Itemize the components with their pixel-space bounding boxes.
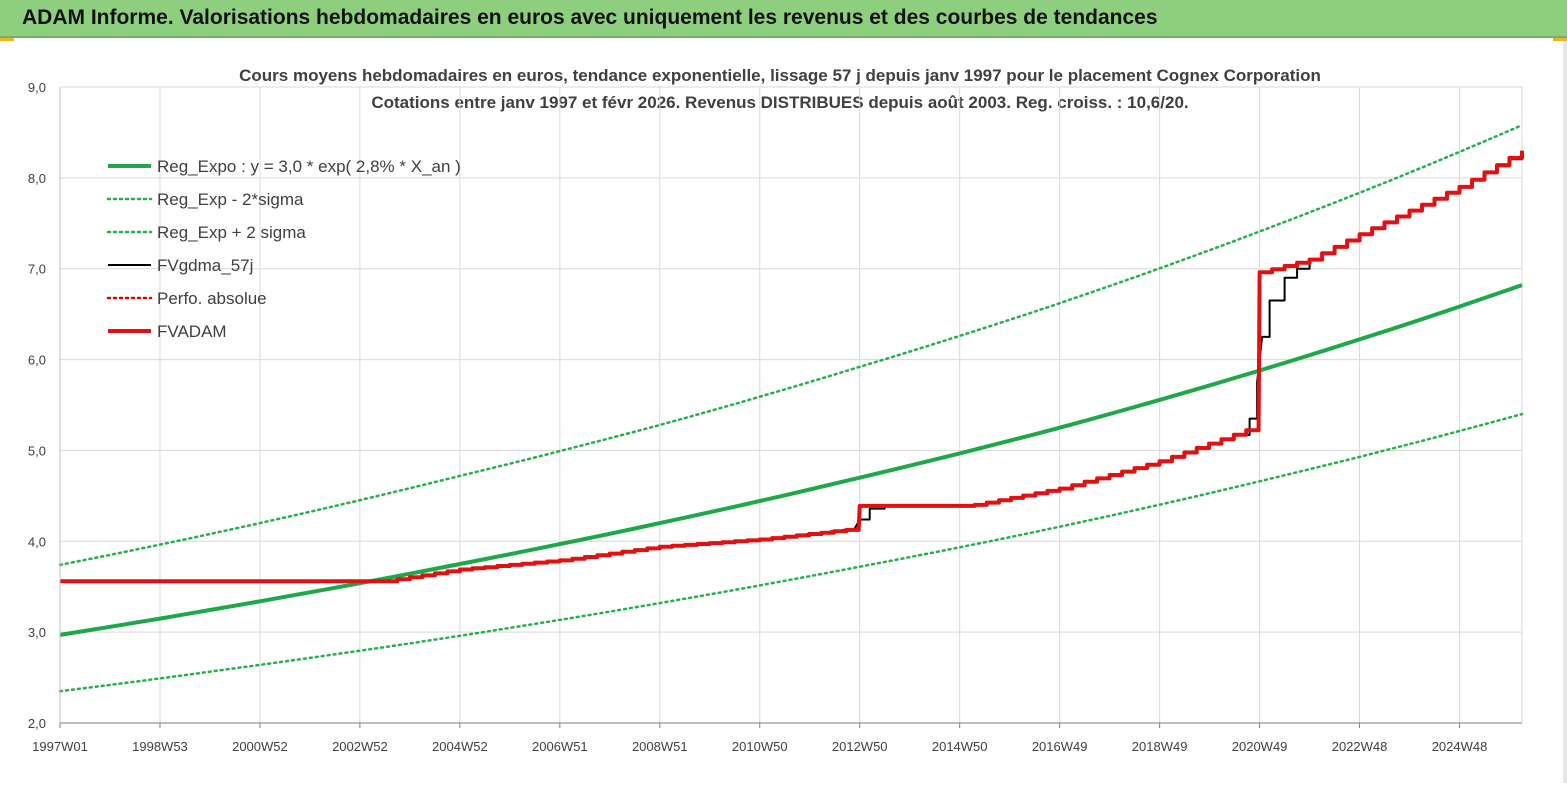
x-tick-label: 2002W52 xyxy=(332,739,388,754)
x-tick-label: 1997W01 xyxy=(32,739,88,754)
x-tick-label: 2018W49 xyxy=(1132,739,1188,754)
x-tick-label: 2012W50 xyxy=(832,739,888,754)
x-tick-label: 2006W51 xyxy=(532,739,588,754)
header-bar: ADAM Informe. Valorisations hebdomadaire… xyxy=(0,0,1567,38)
x-tick-label: 2014W50 xyxy=(932,739,988,754)
x-tick-label: 2022W48 xyxy=(1332,739,1388,754)
chart-frame: Cours moyens hebdomadaires en euros, ten… xyxy=(0,40,1567,783)
x-tick-label: 2008W51 xyxy=(632,739,688,754)
y-tick-label: 7,0 xyxy=(28,262,46,277)
y-tick-label: 8,0 xyxy=(28,171,46,186)
series-line-0 xyxy=(59,283,1523,637)
legend-label: FVADAM xyxy=(157,322,227,341)
y-tick-label: 5,0 xyxy=(28,443,46,458)
series-line-1 xyxy=(58,412,1524,693)
x-tick-label: 2010W50 xyxy=(732,739,788,754)
series-line-5 xyxy=(60,150,1524,584)
corner-mark-top-left xyxy=(0,38,14,41)
x-tick-label: 2004W52 xyxy=(432,739,488,754)
corner-mark-top-right xyxy=(1553,38,1567,41)
page-title: ADAM Informe. Valorisations hebdomadaire… xyxy=(22,6,1158,29)
y-tick-label: 9,0 xyxy=(28,80,46,95)
x-tick-label: 2016W49 xyxy=(1032,739,1088,754)
x-tick-label: 2024W48 xyxy=(1432,739,1488,754)
series-line-3 xyxy=(60,152,1523,583)
legend-label: Reg_Expo : y = 3,0 * exp( 2,8% * X_an ) xyxy=(157,157,461,176)
series-line-2 xyxy=(58,123,1524,567)
legend-label: Reg_Exp + 2 sigma xyxy=(157,223,306,242)
legend-label: Reg_Exp - 2*sigma xyxy=(157,190,304,209)
x-tick-label: 2000W52 xyxy=(232,739,288,754)
y-tick-label: 6,0 xyxy=(28,353,46,368)
valuation-chart: Cours moyens hebdomadaires en euros, ten… xyxy=(28,66,1524,754)
y-tick-label: 2,0 xyxy=(28,716,46,731)
chart-subtitle: Cotations entre janv 1997 et févr 2026. … xyxy=(371,93,1188,112)
y-tick-label: 3,0 xyxy=(28,625,46,640)
corner-mark-right-edge xyxy=(1563,41,1567,783)
legend-label: Perfo. absolue xyxy=(157,289,267,308)
x-tick-label: 1998W53 xyxy=(132,739,188,754)
chart-title: Cours moyens hebdomadaires en euros, ten… xyxy=(239,66,1321,85)
legend-label: FVgdma_57j xyxy=(157,256,253,275)
y-tick-label: 4,0 xyxy=(28,534,46,549)
x-tick-label: 2020W49 xyxy=(1232,739,1288,754)
